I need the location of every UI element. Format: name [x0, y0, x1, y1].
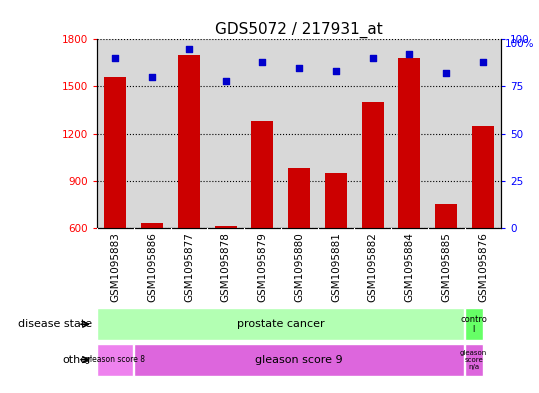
Point — [111, 55, 120, 61]
Bar — [288, 168, 310, 228]
Text: 100%: 100% — [506, 39, 535, 49]
Bar — [398, 58, 420, 228]
Title: GDS5072 / 217931_at: GDS5072 / 217931_at — [215, 22, 383, 38]
Bar — [465, 343, 482, 376]
Point — [405, 51, 414, 57]
Point — [148, 74, 156, 80]
Text: GSM1095886: GSM1095886 — [147, 232, 157, 302]
Text: gleason score 8: gleason score 8 — [85, 355, 146, 364]
Bar — [251, 121, 273, 228]
Bar — [98, 343, 133, 376]
Bar — [215, 226, 237, 228]
Text: GSM1095884: GSM1095884 — [404, 232, 414, 302]
Bar — [435, 204, 457, 228]
Point — [184, 46, 193, 52]
Bar — [362, 102, 384, 228]
Bar — [134, 343, 464, 376]
Text: GSM1095877: GSM1095877 — [184, 232, 194, 302]
Bar — [472, 126, 494, 228]
Text: GSM1095882: GSM1095882 — [368, 232, 378, 302]
Text: gleason score 9: gleason score 9 — [255, 354, 343, 365]
Point — [442, 70, 451, 76]
Text: prostate cancer: prostate cancer — [237, 319, 324, 329]
Text: other: other — [62, 354, 92, 365]
Text: GSM1095883: GSM1095883 — [110, 232, 120, 302]
Point — [295, 64, 303, 71]
Text: GSM1095880: GSM1095880 — [294, 232, 304, 301]
Text: GSM1095878: GSM1095878 — [220, 232, 231, 302]
Bar — [141, 223, 163, 228]
Text: gleason
score
n/a: gleason score n/a — [460, 350, 487, 369]
Point — [331, 68, 340, 75]
Text: GSM1095876: GSM1095876 — [478, 232, 488, 302]
Point — [479, 59, 487, 65]
Bar — [178, 55, 200, 228]
Text: GSM1095885: GSM1095885 — [441, 232, 451, 302]
Bar — [465, 308, 482, 340]
Bar — [325, 173, 347, 228]
Point — [368, 55, 377, 61]
Text: GSM1095881: GSM1095881 — [331, 232, 341, 302]
Text: contro
l: contro l — [460, 314, 487, 334]
Bar — [105, 77, 127, 228]
Text: disease state: disease state — [17, 319, 92, 329]
Text: GSM1095879: GSM1095879 — [258, 232, 267, 302]
Point — [222, 78, 230, 84]
Point — [258, 59, 267, 65]
